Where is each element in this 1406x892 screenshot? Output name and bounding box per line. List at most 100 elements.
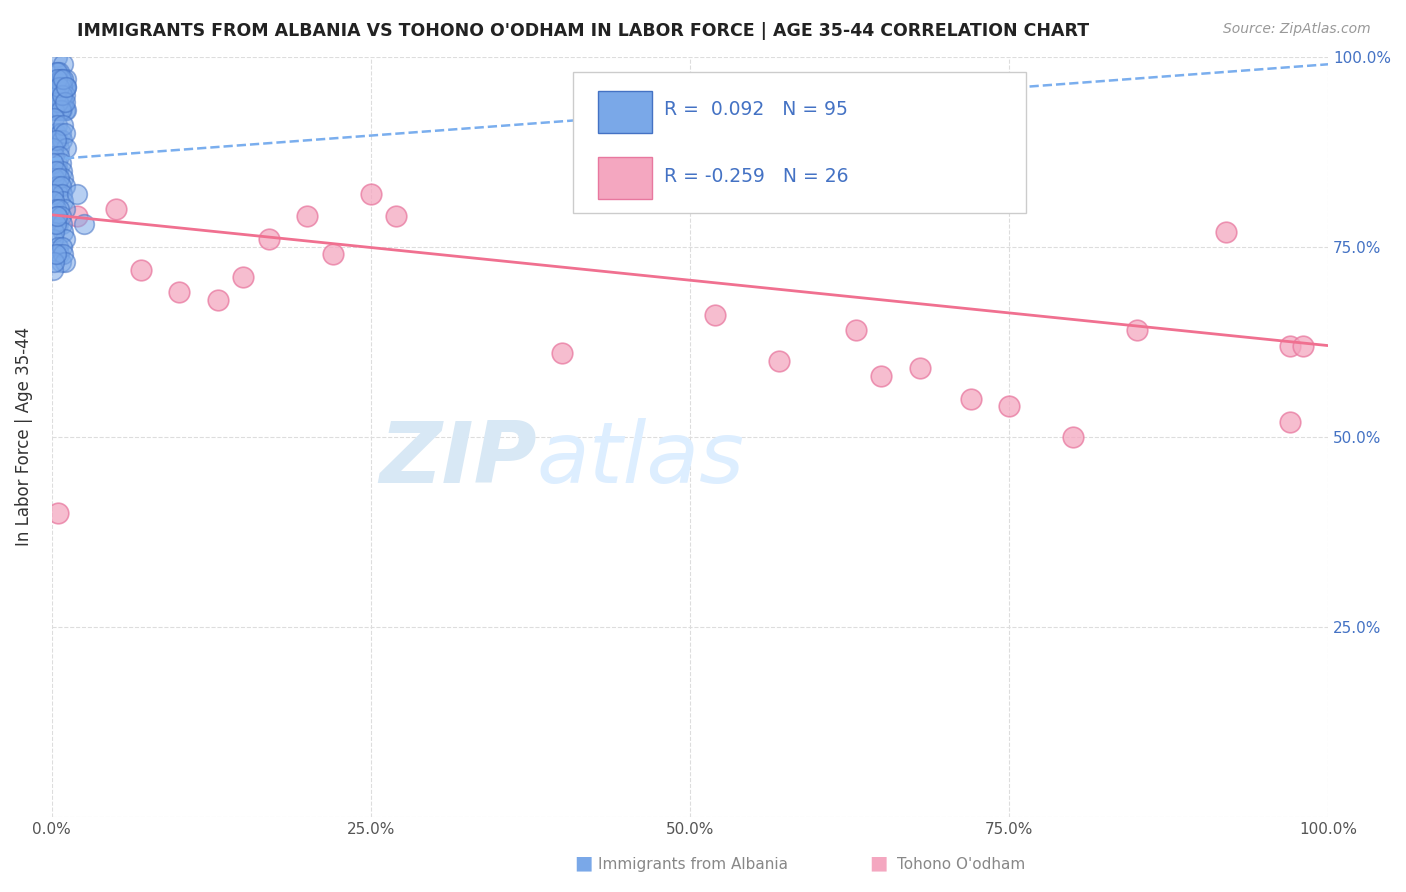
Point — [53, 80, 76, 95]
Point — [55, 141, 77, 155]
Point — [104, 202, 127, 216]
Text: Immigrants from Albania: Immigrants from Albania — [598, 857, 787, 872]
Point — [52, 72, 75, 87]
Point — [44, 80, 66, 95]
Point — [45, 50, 67, 64]
Point — [1278, 415, 1301, 429]
FancyBboxPatch shape — [598, 157, 651, 199]
Point — [55, 72, 77, 87]
Point — [1291, 338, 1313, 352]
Point — [52, 225, 75, 239]
Point — [45, 87, 67, 102]
Point — [49, 72, 72, 87]
Text: Tohono O'odham: Tohono O'odham — [897, 857, 1025, 872]
Point — [45, 202, 67, 216]
Y-axis label: In Labor Force | Age 35-44: In Labor Force | Age 35-44 — [15, 327, 32, 547]
Point — [52, 194, 75, 208]
Point — [704, 308, 727, 322]
Point — [45, 210, 67, 224]
Point — [51, 133, 73, 147]
Point — [55, 103, 77, 117]
Point — [51, 186, 73, 201]
Point — [46, 163, 69, 178]
Text: ZIP: ZIP — [380, 418, 537, 501]
Point — [207, 293, 229, 307]
Point — [52, 57, 75, 71]
Point — [46, 186, 69, 201]
Point — [48, 65, 70, 79]
Point — [44, 111, 66, 125]
Point — [66, 186, 89, 201]
Point — [45, 126, 67, 140]
Point — [48, 171, 70, 186]
Point — [48, 141, 70, 155]
Point — [46, 80, 69, 95]
Point — [51, 103, 73, 117]
Point — [46, 133, 69, 147]
Point — [53, 232, 76, 246]
Point — [51, 80, 73, 95]
Point — [51, 240, 73, 254]
Text: R = -0.259   N = 26: R = -0.259 N = 26 — [665, 167, 849, 186]
Point — [42, 262, 65, 277]
Point — [45, 247, 67, 261]
Point — [48, 148, 70, 162]
Point — [44, 95, 66, 110]
Point — [44, 103, 66, 117]
Point — [49, 126, 72, 140]
Point — [44, 148, 66, 162]
Point — [908, 361, 931, 376]
Text: R =  0.092   N = 95: R = 0.092 N = 95 — [665, 101, 848, 120]
Point — [55, 80, 77, 95]
Point — [49, 210, 72, 224]
Text: IMMIGRANTS FROM ALBANIA VS TOHONO O'ODHAM IN LABOR FORCE | AGE 35-44 CORRELATION: IMMIGRANTS FROM ALBANIA VS TOHONO O'ODHA… — [77, 22, 1090, 40]
Point — [46, 240, 69, 254]
Point — [53, 87, 76, 102]
Point — [66, 210, 89, 224]
Point — [48, 247, 70, 261]
Point — [44, 87, 66, 102]
Text: ■: ■ — [574, 854, 593, 872]
Point — [44, 225, 66, 239]
Point — [53, 178, 76, 193]
Point — [360, 186, 382, 201]
Point — [1125, 323, 1147, 337]
Point — [52, 247, 75, 261]
Point — [49, 95, 72, 110]
Point — [53, 126, 76, 140]
Text: atlas: atlas — [537, 418, 745, 501]
Point — [48, 103, 70, 117]
Point — [55, 80, 77, 95]
Text: ■: ■ — [869, 854, 889, 872]
Point — [53, 95, 76, 110]
Point — [48, 87, 70, 102]
Point — [257, 232, 280, 246]
Point — [44, 255, 66, 269]
Point — [45, 72, 67, 87]
Point — [48, 202, 70, 216]
Point — [42, 186, 65, 201]
Point — [44, 194, 66, 208]
Point — [959, 392, 981, 406]
Point — [51, 163, 73, 178]
Point — [768, 353, 790, 368]
Point — [45, 178, 67, 193]
Point — [53, 255, 76, 269]
Point — [45, 163, 67, 178]
Point — [45, 217, 67, 231]
Point — [44, 171, 66, 186]
Point — [52, 118, 75, 132]
Point — [845, 323, 868, 337]
Point — [45, 133, 67, 147]
Point — [45, 156, 67, 170]
Point — [45, 65, 67, 79]
Point — [1278, 338, 1301, 352]
Point — [48, 80, 70, 95]
Point — [51, 87, 73, 102]
Point — [551, 346, 574, 360]
Point — [998, 400, 1021, 414]
Point — [42, 232, 65, 246]
Point — [46, 95, 69, 110]
Point — [49, 156, 72, 170]
Point — [1062, 430, 1084, 444]
